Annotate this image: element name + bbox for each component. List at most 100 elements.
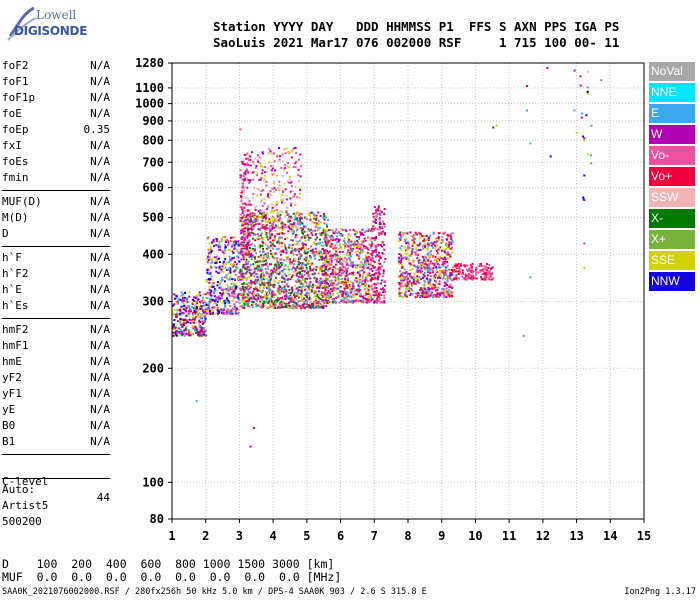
echo-point	[191, 325, 194, 328]
echo-point	[253, 266, 256, 269]
echo-point	[372, 220, 375, 223]
echo-point	[271, 187, 274, 190]
echo-point	[241, 237, 244, 240]
echo-point	[437, 259, 439, 262]
echo-point	[350, 240, 353, 243]
echo-point	[317, 296, 320, 299]
echo-point	[253, 282, 256, 285]
echo-point	[280, 253, 282, 256]
echo-point	[315, 226, 318, 229]
echo-point	[248, 232, 251, 235]
echo-point	[239, 275, 242, 278]
echo-point	[488, 275, 491, 278]
echo-point	[297, 263, 300, 266]
echo-point	[347, 249, 350, 252]
echo-point	[424, 262, 427, 265]
echo-point	[368, 258, 371, 261]
echo-point	[207, 308, 210, 311]
echo-point	[241, 272, 244, 275]
echo-point	[324, 288, 327, 291]
echo-point	[318, 304, 321, 307]
echo-point	[375, 215, 378, 218]
echo-point	[207, 312, 210, 315]
echo-point	[400, 257, 403, 260]
echo-point	[288, 292, 291, 294]
echo-point	[487, 273, 490, 276]
echo-point	[329, 293, 332, 296]
echo-point	[227, 244, 229, 247]
echo-point	[240, 238, 243, 241]
echo-point	[221, 310, 224, 313]
echo-point	[366, 298, 369, 301]
echo-point	[339, 256, 342, 259]
echo-point	[300, 264, 303, 266]
echo-point	[215, 237, 218, 240]
echo-point	[406, 241, 409, 244]
echo-point	[257, 265, 260, 268]
echo-point	[288, 303, 290, 306]
echo-point	[337, 277, 340, 280]
echo-point	[174, 331, 177, 334]
echo-point	[277, 232, 280, 235]
echo-point	[262, 242, 265, 245]
echo-point	[294, 224, 297, 227]
echo-point	[334, 253, 337, 256]
echo-point	[202, 296, 205, 299]
echo-point	[449, 278, 452, 281]
echo-point	[208, 288, 211, 291]
echo-point	[294, 146, 297, 149]
echo-point	[453, 269, 456, 272]
echo-point	[405, 249, 407, 252]
echo-point	[409, 275, 412, 278]
echo-point	[429, 272, 432, 274]
echo-point	[479, 270, 482, 273]
echo-point	[259, 244, 262, 247]
echo-point	[371, 230, 374, 233]
echo-point	[291, 190, 294, 192]
polarization-legend: NoVal NNE E W Vo- Vo+ SSW X- X+ SSE NNW	[649, 62, 695, 293]
echo-point	[416, 279, 419, 282]
echo-point	[268, 288, 271, 291]
echo-point	[380, 225, 383, 228]
echo-point	[307, 260, 310, 262]
echo-point	[306, 272, 308, 274]
echo-point	[286, 295, 289, 298]
echo-point	[264, 291, 267, 294]
echo-point	[331, 281, 334, 284]
echo-point	[418, 241, 421, 244]
echo-point	[245, 253, 248, 256]
echo-point	[235, 240, 238, 243]
echo-point	[342, 266, 345, 269]
echo-point	[362, 283, 365, 285]
echo-point	[358, 263, 361, 266]
echo-point	[304, 225, 307, 228]
echo-point	[272, 271, 274, 274]
echo-point	[398, 262, 401, 265]
echo-point	[299, 257, 302, 260]
echo-point	[210, 258, 212, 261]
echo-point	[319, 266, 322, 269]
echo-point	[268, 306, 271, 309]
echo-point	[266, 295, 269, 298]
echo-point	[261, 299, 264, 302]
echo-point	[345, 254, 348, 257]
echo-point	[326, 234, 329, 236]
echo-point	[377, 209, 380, 212]
echo-point	[178, 321, 181, 324]
echo-point	[428, 270, 431, 273]
echo-point	[294, 284, 297, 287]
echo-point	[410, 235, 413, 238]
echo-point	[247, 305, 250, 308]
echo-point	[242, 307, 245, 310]
echo-point	[286, 297, 289, 300]
echo-point	[314, 306, 317, 309]
echo-point	[246, 276, 248, 279]
echo-point	[298, 304, 301, 307]
echo-point	[257, 228, 260, 231]
echo-point	[327, 301, 330, 303]
echo-point	[269, 297, 272, 300]
echo-point	[306, 251, 309, 254]
echo-point	[407, 257, 410, 260]
echo-point	[378, 266, 381, 269]
echo-point	[255, 174, 258, 177]
